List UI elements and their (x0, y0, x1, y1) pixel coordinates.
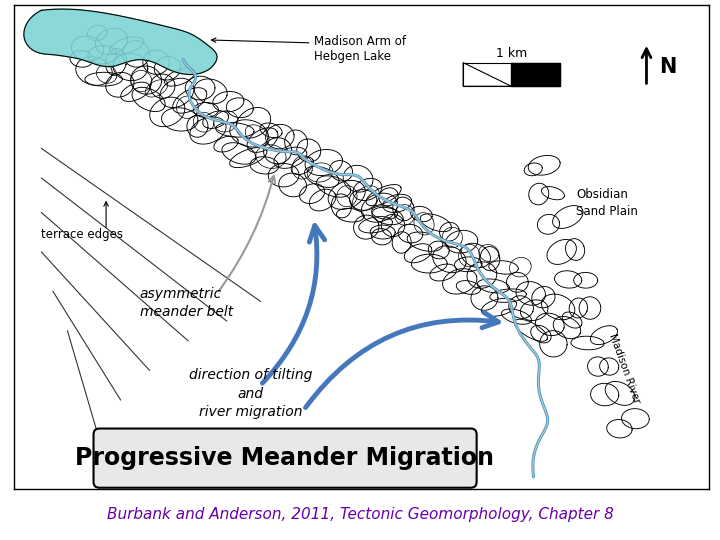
Text: direction of tilting
and
river migration: direction of tilting and river migration (189, 368, 312, 419)
Text: terrace edges: terrace edges (42, 228, 123, 241)
Text: 1 km: 1 km (496, 46, 527, 59)
Text: N: N (659, 57, 676, 77)
FancyBboxPatch shape (94, 429, 477, 488)
Text: Burbank and Anderson, 2011, Tectonic Geomorphology, Chapter 8: Burbank and Anderson, 2011, Tectonic Geo… (107, 507, 613, 522)
Text: Progressive Meander Migration: Progressive Meander Migration (75, 446, 494, 470)
Text: Madison River: Madison River (607, 332, 642, 404)
Polygon shape (511, 63, 559, 86)
Polygon shape (463, 63, 511, 86)
Text: Obsidian
Sand Plain: Obsidian Sand Plain (576, 188, 638, 218)
Text: Madison Arm of
Hebgen Lake: Madison Arm of Hebgen Lake (313, 35, 405, 63)
Text: asymmetric
meander belt: asymmetric meander belt (140, 287, 233, 319)
Polygon shape (24, 9, 217, 75)
